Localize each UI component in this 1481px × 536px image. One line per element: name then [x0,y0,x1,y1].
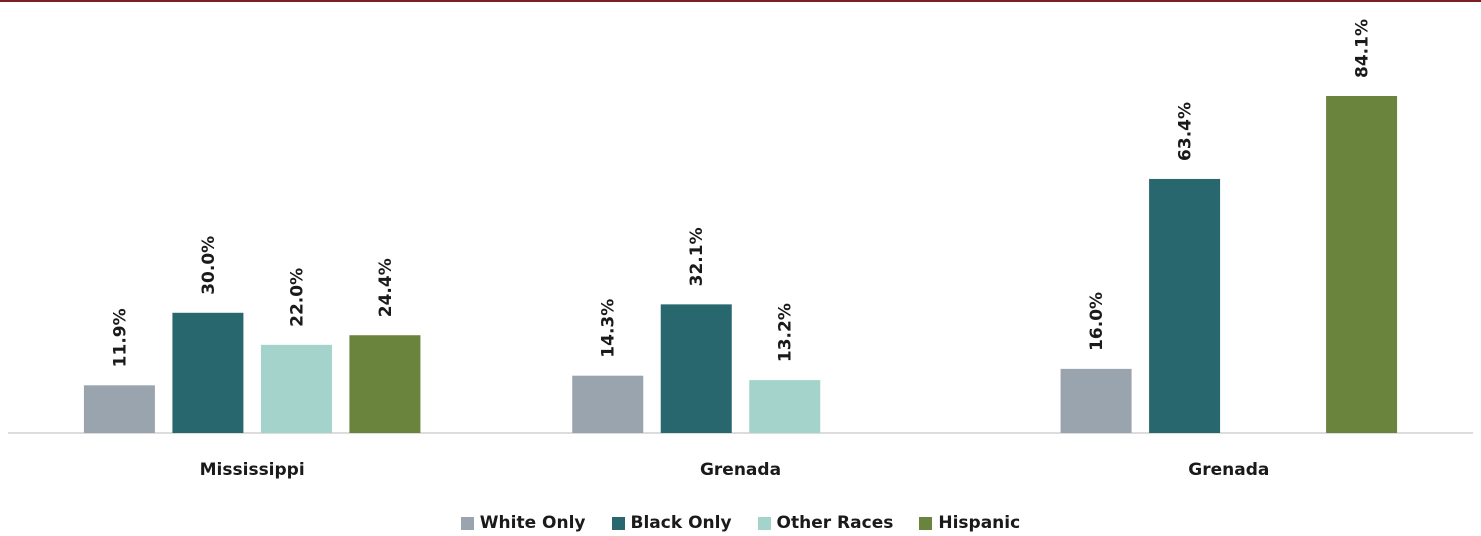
value-label: 32.1% [687,227,707,286]
bar-other-races-1 [749,380,821,433]
legend-swatch [611,516,625,530]
bar-white-only-2 [1060,368,1132,433]
legend-swatch [919,516,933,530]
bar-hispanic-0 [349,335,421,433]
bar-black-only-1 [660,304,732,433]
legend: White Only Black Only Other Races Hispanic [0,510,1481,536]
bar-white-only-0 [83,385,155,433]
bars-group [83,96,1398,433]
legend-item-other-races: Other Races [757,513,894,533]
bar-chart: 11.9% 30.0% 22.0% 24.4% 14.3% 32.1% 13.2% 16.0%… [8,19,1473,480]
category-label: Mississippi [200,460,305,480]
value-label: 16.0% [1087,292,1107,351]
bar-black-only-0 [172,312,244,433]
legend-label: White Only [479,513,586,533]
value-label: 30.0% [199,236,219,295]
bar-white-only-1 [572,375,644,433]
category-label: Grenada [700,460,781,480]
value-label: 63.4% [1176,102,1196,161]
bar-other-races-0 [260,344,332,433]
top-accent-line [0,0,1481,2]
legend-swatch [757,516,771,530]
value-label: 84.1% [1353,19,1373,78]
value-label: 13.2% [776,303,796,362]
value-label: 24.4% [376,258,396,317]
bar-black-only-2 [1149,178,1221,433]
legend-item-white-only: White Only [460,513,586,533]
value-labels-group: 11.9% 30.0% 22.0% 24.4% 14.3% 32.1% 13.2% 16.0%… [110,19,1372,367]
legend-label: Black Only [630,513,732,533]
bar-hispanic-2 [1326,96,1398,433]
category-label: Grenada [1188,460,1269,480]
legend-item-hispanic: Hispanic [919,513,1020,533]
legend-label: Other Races [776,513,894,533]
legend-label: Hispanic [938,513,1021,533]
value-label: 14.3% [599,299,619,358]
category-labels-group: Mississippi Grenada Grenada [200,460,1270,480]
legend-swatch [460,516,474,530]
legend-item-black-only: Black Only [611,513,732,533]
value-label: 22.0% [287,268,307,327]
value-label: 11.9% [110,308,130,367]
